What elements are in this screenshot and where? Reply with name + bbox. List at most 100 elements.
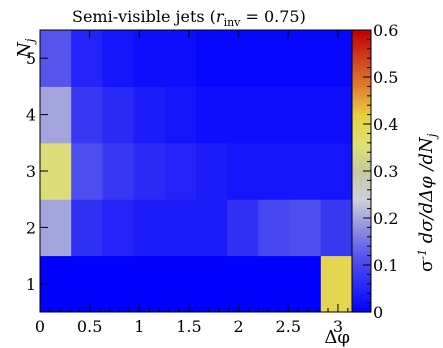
- heatmap-cell: [71, 86, 103, 144]
- colorbar-segment: [352, 293, 371, 297]
- colorbar-segment: [352, 239, 371, 243]
- heatmap-cell: [133, 86, 166, 144]
- colorbar-segment: [352, 192, 371, 196]
- heatmap-cell: [289, 199, 322, 257]
- heatmap-cell: [133, 30, 166, 87]
- colorbar-segment: [352, 53, 371, 57]
- heatmap-cell: [71, 199, 103, 257]
- heatmap-cell: [71, 142, 103, 200]
- colorbar-segment: [352, 208, 371, 212]
- colorbar-segment: [352, 46, 371, 50]
- colorbar-segment: [352, 67, 371, 71]
- colorbar-segment: [352, 246, 371, 250]
- x-tick-label: 1: [134, 317, 144, 336]
- x-axis-label: Δφ: [324, 327, 350, 348]
- heatmap-cell: [227, 30, 259, 87]
- colorbar-segment: [352, 236, 371, 240]
- colorbar-segment: [352, 307, 371, 311]
- colorbar-segment: [352, 300, 371, 304]
- colorbar-segment: [352, 196, 371, 200]
- heatmap-cell: [258, 199, 291, 257]
- colorbar-segment: [352, 95, 371, 99]
- x-tick-label: 2: [234, 317, 244, 336]
- colorbar-segment: [352, 109, 371, 113]
- colorbar-segment: [352, 180, 371, 184]
- colorbar-segment: [352, 279, 371, 283]
- heatmap-cell: [289, 142, 322, 200]
- colorbar-segment: [352, 286, 371, 290]
- heatmap-cell: [320, 86, 353, 144]
- colorbar-segment: [352, 248, 371, 252]
- colorbar-segment: [352, 124, 371, 127]
- heatmap-cell: [164, 30, 197, 87]
- colorbar-segment: [352, 142, 371, 146]
- colorbar-segment: [352, 48, 371, 52]
- colorbar-segment: [352, 222, 371, 226]
- heatmap-cell: [196, 142, 228, 200]
- colorbar-segment: [352, 173, 371, 177]
- colorbar-segment: [352, 147, 371, 151]
- heatmap-cell: [227, 86, 259, 144]
- heatmap-cell: [196, 255, 228, 313]
- colorbar-segment: [352, 309, 371, 313]
- y-axis-ticks: 1 2 3 4 5: [26, 49, 48, 294]
- colorbar-segment: [352, 288, 371, 292]
- colorbar-segment: [352, 65, 371, 69]
- colorbar-segment: [352, 102, 371, 106]
- x-tick-label: 1.5: [176, 317, 201, 336]
- colorbar-segment: [352, 283, 371, 287]
- heatmap-cell: [102, 142, 135, 200]
- colorbar-segment: [352, 243, 371, 247]
- heatmap-cell: [133, 199, 166, 257]
- colorbar-segment: [352, 37, 371, 40]
- heatmap-cell: [289, 86, 322, 144]
- colorbar-segment: [352, 72, 371, 76]
- colorbar-segment: [352, 225, 371, 228]
- colorbar-segment: [352, 135, 371, 139]
- colorbar-segment: [352, 107, 371, 111]
- colorbar-segment: [352, 74, 371, 78]
- y-tick-label: 3: [26, 162, 36, 181]
- colorbar-segment: [352, 163, 371, 167]
- colorbar-label: σ-1 dσ/dΔφ /dNj: [416, 133, 439, 272]
- colorbar-segment: [352, 199, 371, 203]
- colorbar-segment: [352, 210, 371, 214]
- colorbar-segment: [352, 152, 371, 156]
- colorbar-segment: [352, 159, 371, 163]
- colorbar-segment: [352, 114, 371, 118]
- colorbar-segment: [352, 154, 371, 158]
- colorbar-segment: [352, 229, 371, 233]
- heatmap-cell: [227, 199, 259, 257]
- x-tick-label: 2.5: [276, 317, 301, 336]
- colorbar-segment: [352, 227, 371, 231]
- colorbar-segment: [352, 171, 371, 174]
- colorbar-segment: [352, 232, 371, 236]
- colorbar-segment: [352, 119, 371, 123]
- heatmap-cell: [71, 30, 103, 87]
- colorbar-segment: [352, 91, 371, 95]
- y-tick-label: 5: [26, 49, 36, 68]
- heatmap-cell: [71, 255, 103, 313]
- heatmap-cell: [258, 255, 291, 313]
- colorbar-segment: [352, 250, 371, 254]
- heatmap-cell: [196, 30, 228, 87]
- colorbar-segment: [352, 274, 371, 278]
- colorbar-segment: [352, 241, 371, 245]
- colorbar-segment: [352, 203, 371, 207]
- colorbar-segment: [352, 140, 371, 144]
- colorbar-segment: [352, 58, 371, 62]
- colorbar-segment: [352, 145, 371, 149]
- colorbar-ticks: 0 0.1 0.2 0.3 0.4 0.5 0.6: [363, 21, 398, 322]
- heatmap-cell: [102, 255, 135, 313]
- colorbar-segment: [352, 93, 371, 97]
- colorbar-tick-label: 0.2: [373, 209, 398, 228]
- colorbar-segment: [352, 77, 371, 80]
- colorbar-segment: [352, 265, 371, 268]
- heatmap-cell: [133, 255, 166, 313]
- colorbar-segment: [352, 213, 371, 217]
- colorbar-segment: [352, 88, 371, 92]
- colorbar-segment: [352, 234, 371, 238]
- colorbar-segment: [352, 161, 371, 165]
- colorbar-segment: [352, 32, 371, 36]
